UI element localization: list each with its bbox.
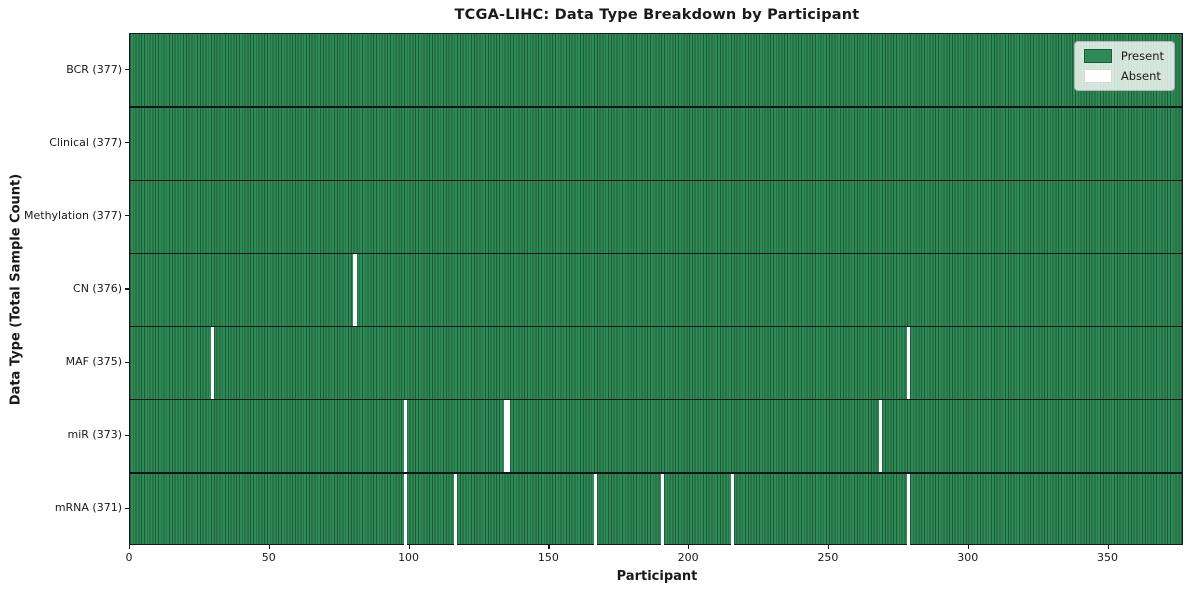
row-separator [130,252,1182,255]
y-tick-mark [125,288,129,290]
absent-cell [210,326,215,400]
x-tick-mark [967,545,969,549]
row-separator [130,179,1182,182]
absent-cell [906,472,911,546]
absent-cell [504,399,508,473]
y-tick-label: miR (373) [67,428,123,442]
y-tick-mark [125,68,129,71]
absent-cell [403,399,407,473]
row-methylation [130,180,1182,253]
row-clinical [130,107,1182,180]
row-maf [130,326,1182,400]
absent-cell [593,472,598,546]
row-separator [130,325,1182,328]
absent-cell [906,326,911,400]
x-tick-mark [129,545,131,549]
x-tick-label: 0 [125,551,133,564]
absent-cell [454,472,458,546]
x-tick-label: 100 [398,551,420,564]
y-tick-label: Methylation (377) [24,208,122,222]
absent-cell [660,472,665,546]
absent-swatch-icon [1083,69,1112,83]
x-tick-mark [827,545,830,549]
absent-cell [878,399,883,473]
y-tick-label: mRNA (371) [54,501,122,515]
y-tick-label: CN (376) [73,282,122,295]
row-mir [130,399,1182,473]
x-tick-mark [548,545,550,549]
legend-label: Absent [1120,69,1161,83]
plot-area: Present Absent [129,33,1183,546]
x-tick-label: 350 [1097,551,1118,564]
x-tick-mark [1107,545,1109,549]
legend-entry-present: Present [1083,49,1164,63]
legend-entry-absent: Absent [1083,69,1164,83]
absent-cell [403,472,407,546]
x-tick-label: 150 [537,551,559,564]
row-separator [130,106,1182,108]
y-tick-mark [125,361,129,363]
x-tick-mark [688,545,690,549]
x-tick-label: 200 [677,551,699,564]
chart-title: TCGA-LIHC: Data Type Breakdown by Partic… [454,7,860,23]
x-tick-label: 250 [817,551,839,564]
y-tick-label: MAF (375) [65,355,122,369]
y-tick-mark [125,142,129,144]
x-tick-mark [408,545,410,549]
x-tick-label: 300 [957,551,979,564]
row-separator [130,472,1182,474]
y-tick-mark [125,434,129,436]
row-mrna [130,472,1182,546]
y-tick-label: BCR (377) [66,62,122,76]
row-separator [130,398,1182,401]
absent-cell [507,399,511,473]
legend: Present Absent [1073,41,1175,91]
absent-cell [730,472,735,546]
y-tick-label: Clinical (377) [49,135,122,149]
absent-cell [353,253,357,327]
row-bcr [130,34,1182,107]
legend-label: Present [1120,49,1164,63]
x-axis-label: Participant [616,569,698,584]
x-tick-label: 50 [261,551,276,564]
present-swatch-icon [1083,49,1112,63]
row-cn [130,253,1182,327]
y-tick-mark [125,215,129,217]
x-tick-mark [268,545,270,549]
y-tick-mark [125,507,129,510]
